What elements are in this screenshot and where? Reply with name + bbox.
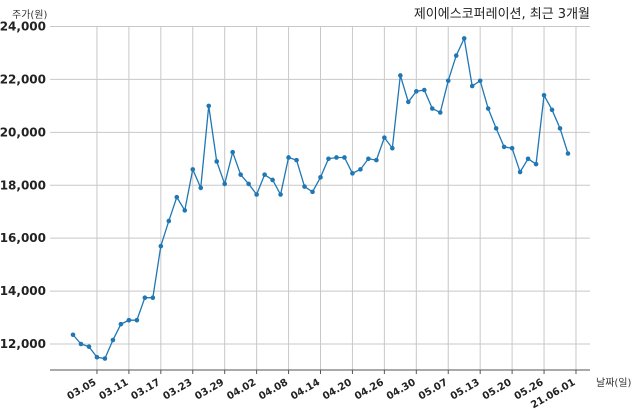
data-point: [142, 295, 148, 300]
data-point: [78, 341, 84, 347]
chart-title: 제이에스코퍼레이션, 최근 3개월: [414, 7, 590, 22]
data-point: [222, 181, 227, 187]
data-point: [461, 36, 467, 41]
y-tick-label: 20,000: [0, 125, 46, 139]
data-point: [118, 321, 124, 327]
data-point: [509, 145, 515, 151]
data-point: [158, 243, 164, 249]
data-point: [445, 78, 451, 84]
data-point: [294, 157, 299, 163]
x-tick-label: 04.14: [289, 377, 322, 402]
data-point: [382, 135, 387, 140]
x-tick-label: 03.11: [97, 377, 130, 402]
y-tick-label: 24,000: [0, 20, 46, 34]
y-axis-label: 주가(원): [12, 9, 48, 21]
data-point: [254, 192, 259, 197]
data-point: [525, 156, 531, 162]
price-series-points: [70, 36, 571, 361]
data-point: [238, 172, 243, 177]
data-point: [134, 317, 140, 323]
grid-lines: [50, 26, 590, 374]
x-tick-label: 04.26: [353, 377, 386, 402]
data-point: [366, 156, 371, 162]
x-tick-label: 03.05: [66, 377, 99, 402]
x-tick-label: 04.08: [257, 377, 290, 402]
data-point: [70, 332, 76, 338]
x-tick-label: 05.20: [481, 377, 514, 402]
data-point: [326, 156, 331, 162]
data-point: [350, 171, 355, 176]
y-tick-label: 18,000: [0, 178, 46, 192]
y-tick-label: 22,000: [0, 72, 46, 86]
data-point: [565, 151, 571, 156]
x-tick-label: 04.02: [225, 377, 258, 402]
y-tick-label: 14,000: [0, 284, 46, 298]
data-point: [453, 53, 459, 58]
x-axis-label: 날짜(일): [596, 377, 632, 389]
y-tick-label: 16,000: [0, 231, 46, 245]
data-point: [174, 194, 180, 200]
x-tick-labels: 03.05 03.11 03.17 03.23 03.29 04.02 04.08 04.14…: [66, 377, 578, 411]
y-tick-label: 12,000: [0, 337, 46, 351]
data-point: [278, 192, 283, 197]
data-point: [166, 218, 172, 224]
x-tick-label: 05.07: [417, 377, 450, 402]
data-point: [342, 155, 347, 160]
data-point: [406, 99, 411, 105]
data-point: [182, 208, 188, 213]
data-point: [94, 354, 100, 360]
data-point: [485, 106, 491, 111]
data-point: [262, 172, 267, 177]
data-point: [102, 356, 108, 361]
data-point: [214, 159, 220, 164]
data-point: [421, 87, 427, 93]
data-point: [302, 184, 307, 189]
data-point: [469, 83, 475, 89]
x-tick-label: 04.20: [321, 377, 354, 402]
data-point: [549, 107, 555, 113]
data-point: [286, 155, 291, 160]
data-point: [501, 144, 507, 150]
data-point: [398, 73, 403, 78]
data-point: [358, 167, 363, 172]
data-point: [477, 78, 483, 84]
data-point: [493, 126, 499, 131]
data-point: [190, 167, 196, 172]
data-point: [429, 106, 435, 111]
data-point: [126, 317, 132, 323]
data-point: [318, 175, 323, 180]
data-point: [310, 189, 315, 195]
data-point: [150, 295, 156, 300]
data-point: [390, 145, 395, 151]
data-point: [230, 149, 235, 155]
x-tick-label: 03.17: [129, 377, 162, 402]
data-point: [110, 337, 116, 343]
data-point: [86, 344, 92, 349]
data-point: [198, 185, 204, 191]
x-tick-label: 03.29: [193, 377, 226, 402]
y-tick-labels: 12,000 14,000 16,000 18,000 20,000 22,000 24,0…: [0, 20, 46, 352]
data-point: [334, 155, 339, 160]
data-point: [270, 177, 275, 183]
data-point: [533, 161, 539, 167]
data-point: [437, 110, 443, 115]
data-point: [414, 89, 419, 94]
x-tick-label: 03.23: [161, 377, 194, 402]
data-point: [541, 92, 547, 98]
data-point: [517, 169, 523, 175]
x-tick-label: 04.30: [385, 377, 418, 402]
data-point: [374, 157, 379, 163]
data-point: [206, 103, 212, 109]
data-point: [246, 181, 251, 187]
data-point: [557, 126, 563, 131]
x-tick-label: 05.13: [449, 377, 482, 402]
